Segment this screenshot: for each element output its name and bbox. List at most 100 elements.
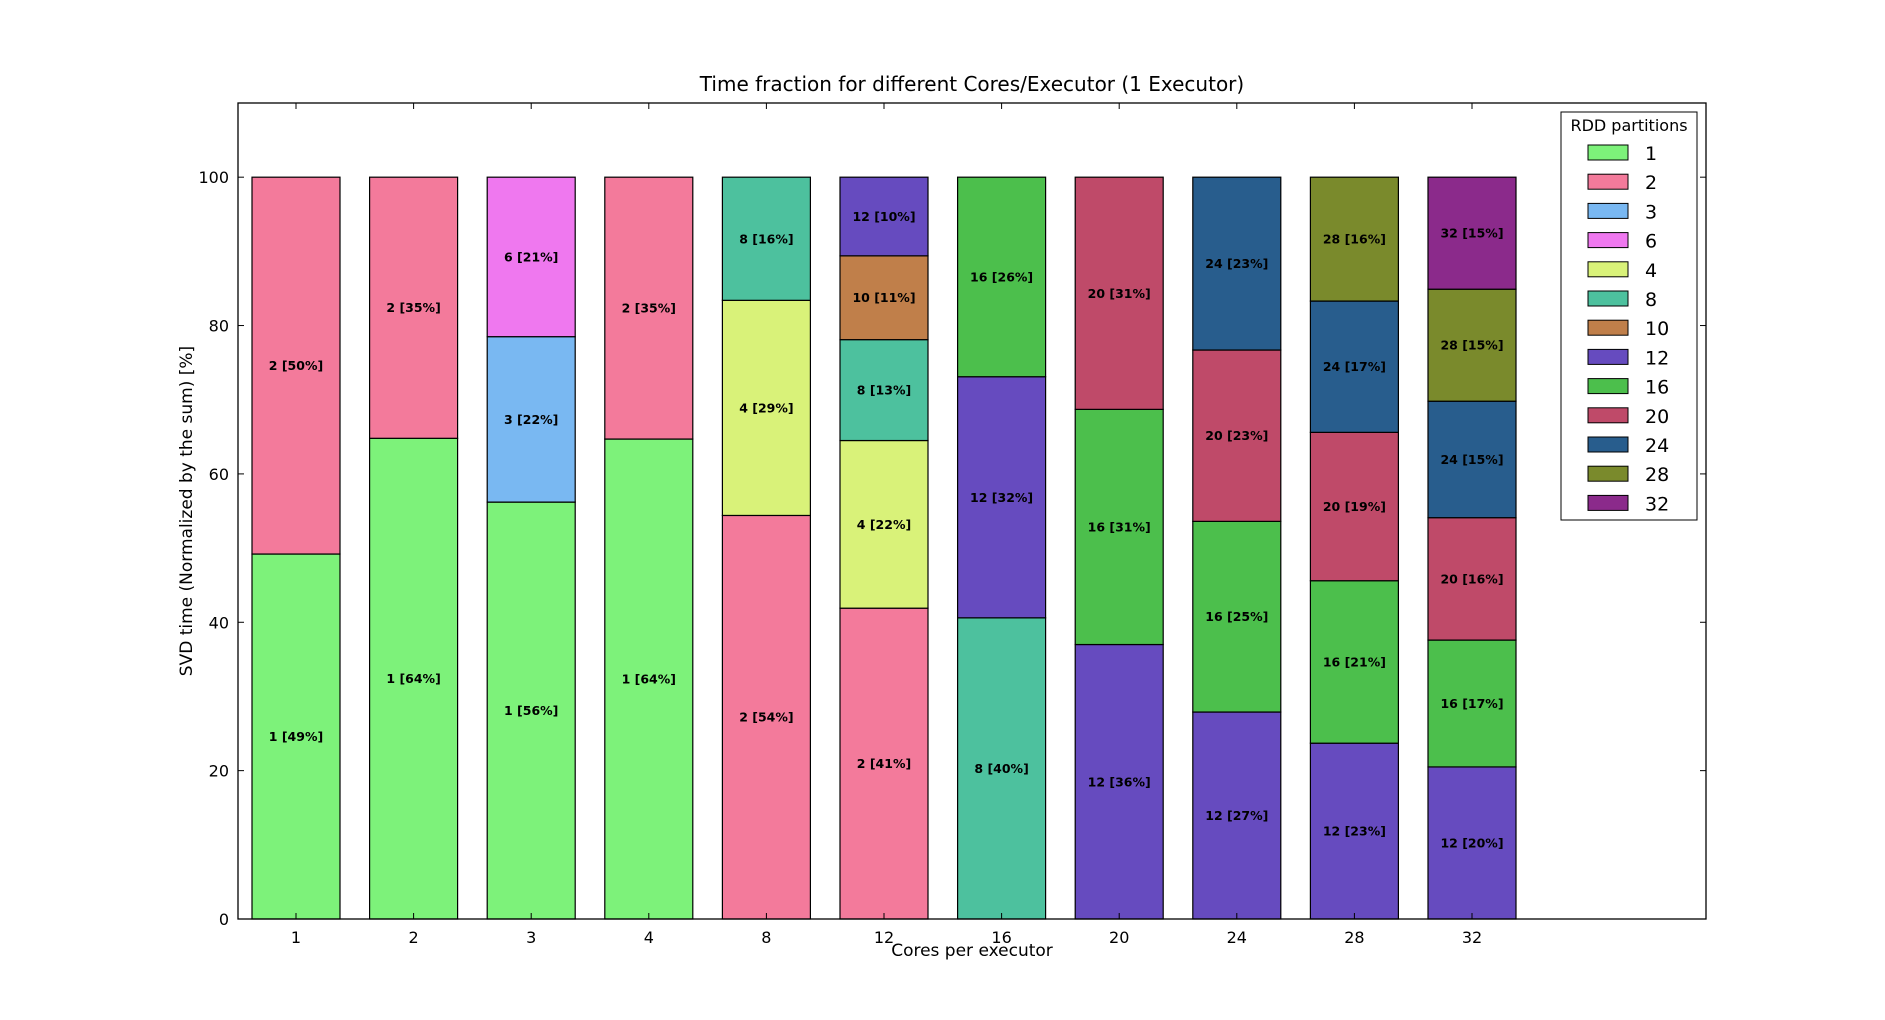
legend-swatch <box>1587 378 1629 395</box>
bar-segment <box>486 501 576 920</box>
bar-segment <box>369 176 459 439</box>
bar-segment <box>604 438 694 920</box>
y-axis-label: SVD time (Normalized by the sum) [%] <box>177 346 197 676</box>
bar-segment <box>1192 349 1282 522</box>
x-tick-label: 24 <box>1227 928 1247 947</box>
segment-label: 20 [31%] <box>1088 286 1151 301</box>
bar-segment <box>839 255 929 341</box>
plot-frame <box>237 102 1707 920</box>
legend-title: RDD partitions <box>1570 116 1687 135</box>
bar-segment <box>1192 520 1282 713</box>
legend-label: 1 <box>1645 143 1657 165</box>
segment-label: 12 [20%] <box>1440 835 1503 850</box>
segment-label: 16 [31%] <box>1088 519 1151 534</box>
x-tick-label: 16 <box>991 928 1011 947</box>
segment-label: 24 [23%] <box>1205 256 1268 271</box>
segment-label: 1 [49%] <box>269 729 323 744</box>
bar-segment <box>251 176 341 555</box>
legend-label: 8 <box>1645 289 1657 311</box>
legend-label: 20 <box>1645 406 1669 428</box>
legend-swatch <box>1587 319 1629 336</box>
bar-segment <box>839 176 929 257</box>
legend-swatch <box>1587 407 1629 424</box>
bar-segment <box>839 607 929 920</box>
segment-label: 20 [23%] <box>1205 428 1268 443</box>
y-tick-label: 0 <box>219 910 229 929</box>
segment-label: 20 [16%] <box>1440 571 1503 586</box>
segment-label: 16 [17%] <box>1440 696 1503 711</box>
segment-label: 12 [36%] <box>1088 774 1151 789</box>
segment-label: 2 [35%] <box>622 301 676 316</box>
x-tick-label: 2 <box>409 928 419 947</box>
legend-swatch <box>1587 173 1629 190</box>
segment-label: 3 [22%] <box>504 412 558 427</box>
bar-segment <box>1309 431 1400 582</box>
bar-segment <box>721 299 812 517</box>
x-tick-label: 1 <box>291 928 301 947</box>
legend-label: 6 <box>1645 231 1657 253</box>
segment-label: 6 [21%] <box>504 249 558 264</box>
bar-segment <box>604 176 694 440</box>
segment-label: 10 [11%] <box>852 290 915 305</box>
bar-segment <box>1192 176 1282 351</box>
segment-label: 12 [23%] <box>1323 824 1386 839</box>
y-tick-label: 20 <box>209 762 229 781</box>
x-tick-label: 32 <box>1462 928 1482 947</box>
segment-label: 1 [64%] <box>622 672 676 687</box>
legend-label: 10 <box>1645 318 1669 340</box>
legend-swatch <box>1587 232 1629 249</box>
legend-label: 32 <box>1645 493 1669 515</box>
segment-label: 8 [40%] <box>974 761 1028 776</box>
segment-label: 12 [27%] <box>1205 808 1268 823</box>
bar-segment <box>486 176 576 338</box>
legend-label: 12 <box>1645 347 1669 369</box>
x-axis-label: Cores per executor <box>891 941 1053 961</box>
legend-swatch <box>1587 436 1629 453</box>
segment-label: 1 [64%] <box>386 671 440 686</box>
legend-label: 2 <box>1645 172 1657 194</box>
legend-swatch <box>1587 348 1629 365</box>
segment-label: 8 [16%] <box>739 231 793 246</box>
bar-segment <box>1427 517 1517 641</box>
legend-swatch <box>1587 144 1629 161</box>
bar-segment <box>1309 176 1400 302</box>
segment-label: 16 [21%] <box>1323 654 1386 669</box>
segment-label: 16 [26%] <box>970 269 1033 284</box>
legend-label: 24 <box>1645 435 1669 457</box>
bar-segment <box>486 336 576 503</box>
x-tick-label: 3 <box>526 928 536 947</box>
segment-label: 4 [29%] <box>739 400 793 415</box>
legend-swatch <box>1587 202 1629 219</box>
segment-label: 16 [25%] <box>1205 609 1268 624</box>
chart-title: Time fraction for different Cores/Execut… <box>699 72 1244 96</box>
legend-box <box>1560 111 1698 521</box>
segment-label: 2 [41%] <box>857 756 911 771</box>
x-tick-label: 20 <box>1109 928 1129 947</box>
segment-label: 20 [19%] <box>1323 499 1386 514</box>
y-tick-label: 100 <box>198 168 229 187</box>
legend-label: 16 <box>1645 377 1669 399</box>
bar-segment <box>1427 176 1517 290</box>
x-tick-label: 8 <box>761 928 771 947</box>
bar-segment <box>1427 288 1517 402</box>
x-tick-label: 4 <box>644 928 654 947</box>
segment-label: 12 [10%] <box>852 209 915 224</box>
bar-segment <box>1309 742 1400 920</box>
bar-segment <box>721 176 812 301</box>
x-tick-label: 12 <box>874 928 894 947</box>
bar-segment <box>1074 643 1164 920</box>
bar-segment <box>1309 580 1400 744</box>
bar-segment <box>956 176 1047 378</box>
segment-label: 28 [16%] <box>1323 232 1386 247</box>
legend-swatch <box>1587 465 1629 482</box>
segment-label: 28 [15%] <box>1440 338 1503 353</box>
segment-label: 1 [56%] <box>504 703 558 718</box>
legend-swatch <box>1587 290 1629 307</box>
bar-segment <box>1427 639 1517 768</box>
legend-label: 3 <box>1645 201 1657 223</box>
bar-segment <box>1192 711 1282 920</box>
